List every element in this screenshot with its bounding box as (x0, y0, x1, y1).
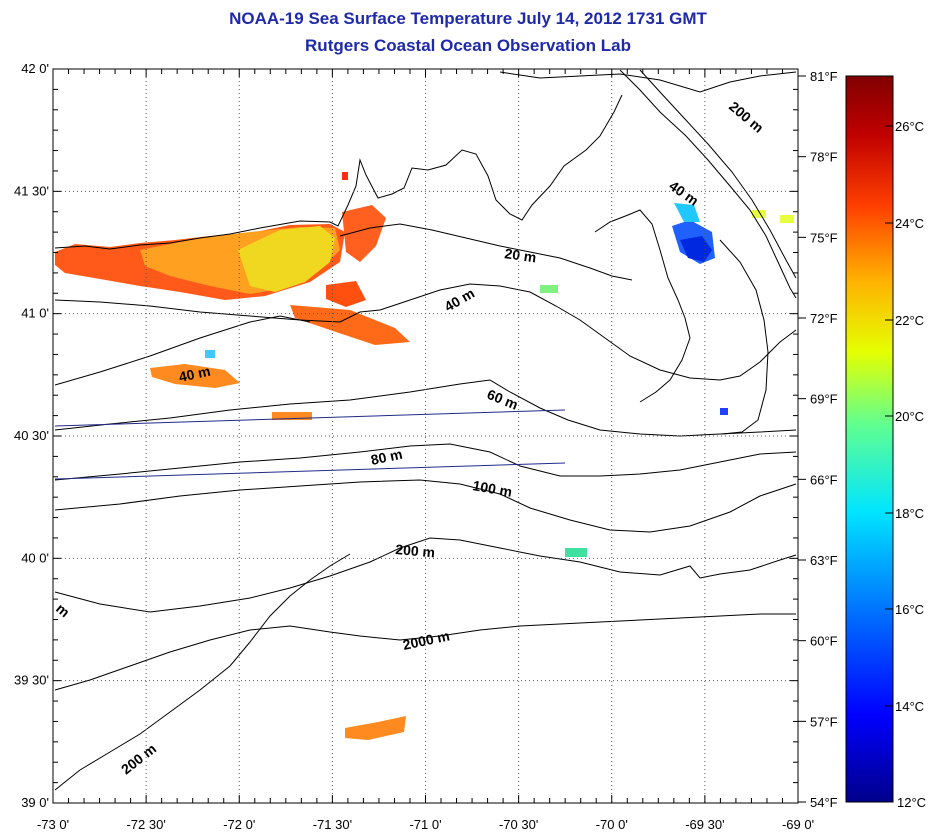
sst-patch-canyon (345, 716, 406, 740)
contour-label: 60 m (485, 386, 521, 413)
contour-label: 200 m (395, 541, 436, 560)
celsius-label: 12°C (897, 795, 926, 810)
longitude-label: -69 0' (782, 817, 814, 832)
contour-40m-inner (54, 283, 797, 381)
sst-pixel-cluster (780, 215, 794, 223)
sst-patch-cold-core (680, 236, 712, 262)
coastline-east (719, 239, 769, 435)
celsius-label: 14°C (895, 699, 924, 714)
celsius-label: 16°C (895, 602, 924, 617)
celsius-label: 24°C (895, 216, 924, 231)
sst-patch-south-bank (326, 281, 366, 307)
celsius-label: 22°C (895, 313, 924, 328)
contour-80m (54, 443, 797, 481)
contour-60m (54, 379, 797, 437)
contour-label: 200 m (118, 740, 159, 777)
contour-label: 2000 m (401, 627, 451, 653)
sst-patch-mid-shelf (150, 364, 240, 388)
sst-patch-yellow (238, 226, 335, 292)
latitude-label: 40 0' (21, 550, 49, 565)
fahrenheit-label: 60°F (810, 634, 838, 649)
longitude-label: -71 0' (409, 817, 441, 832)
longitude-label: -70 0' (596, 817, 628, 832)
longitude-label: -69 30' (685, 817, 724, 832)
celsius-label: 18°C (895, 506, 924, 521)
map-grid: -73 0' -72 30' -72 0' -71 30' -71 0' -70 30' -… (14, 61, 814, 832)
contour-label: 100 m (471, 477, 513, 500)
contour-label: 40 m (177, 363, 212, 385)
longitude-label: -70 30' (499, 817, 538, 832)
contour-200m-southwest (54, 553, 351, 791)
map-frame (52, 68, 799, 804)
sst-data-layer (55, 172, 794, 740)
contour-100m (54, 479, 797, 533)
sst-pixel-cluster (720, 408, 728, 415)
contour-label: 40 m (442, 285, 478, 315)
fahrenheit-label: 54°F (810, 795, 838, 810)
map-subtitle: Rutgers Coastal Ocean Observation Lab (305, 36, 631, 55)
fahrenheit-label: 69°F (810, 392, 838, 407)
contour-40m-outer (54, 315, 311, 386)
sst-pixel-cluster (205, 350, 215, 358)
fahrenheit-label: 63°F (810, 553, 838, 568)
contour-label: 80 m (369, 446, 404, 468)
latitude-label: 41 0' (21, 306, 49, 321)
fahrenheit-label: 78°F (810, 150, 838, 165)
sst-pixel-cluster (565, 548, 587, 557)
latitude-label: 41 30' (14, 183, 49, 198)
cape-cod-shore (594, 209, 691, 403)
coastline (54, 94, 623, 250)
sst-pixel-cluster (540, 285, 558, 293)
contour-layer (54, 69, 797, 791)
celsius-label: 20°C (895, 409, 924, 424)
contour-2000m (54, 613, 796, 691)
colorbar-labels: 81°F 78°F 75°F 72°F 69°F 66°F 63°F 60°F 57°F 54°F… (798, 69, 926, 810)
contour-20m (339, 223, 633, 281)
longitude-label: -72 30' (126, 817, 165, 832)
sst-pixel-cluster (272, 412, 312, 420)
contour-labels: 200 m 40 m 20 m 40 m 40 m 60 m 80 m 100 … (53, 98, 767, 777)
map-title: NOAA-19 Sea Surface Temperature July 14,… (229, 9, 707, 28)
latitude-label: 39 30' (14, 673, 49, 688)
sst-pixel-cluster (342, 172, 348, 180)
glider-track (54, 409, 566, 427)
contour-label: 20 m (504, 245, 538, 265)
contour-label: 200 m (726, 98, 767, 136)
contour-200m (54, 537, 797, 613)
latitude-label: 40 30' (14, 428, 49, 443)
sst-pixel-cluster (752, 210, 766, 218)
celsius-label: 26°C (895, 119, 924, 134)
fahrenheit-label: 72°F (810, 311, 838, 326)
longitude-label: -71 30' (313, 817, 352, 832)
fahrenheit-label: 81°F (810, 69, 838, 84)
glider-track (54, 462, 566, 480)
fahrenheit-label: 66°F (810, 472, 838, 487)
latitude-label: 42 0' (21, 61, 49, 76)
contour-200m-gulf (619, 69, 797, 299)
longitude-label: -73 0' (37, 817, 69, 832)
contour-200m-gulf-inner (639, 69, 797, 279)
latitude-label: 39 0' (21, 795, 49, 810)
sst-patch-cyan (674, 203, 700, 222)
fahrenheit-label: 57°F (810, 714, 838, 729)
longitude-label: -72 0' (223, 817, 255, 832)
contour-label: m (53, 600, 73, 620)
fahrenheit-label: 75°F (810, 230, 838, 245)
sst-patch-shelf-strip (290, 305, 410, 345)
colorbar (845, 75, 894, 803)
contour-north (499, 71, 797, 93)
sst-patch-block-island (342, 205, 386, 262)
